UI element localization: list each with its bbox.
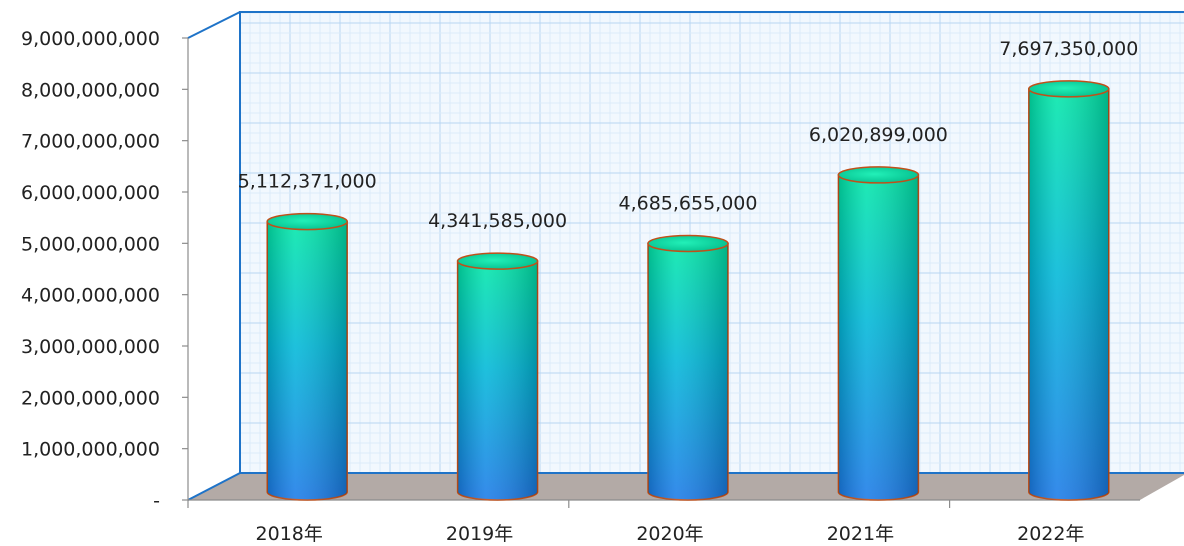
y-tick-label: 7,000,000,000 xyxy=(21,131,160,153)
floor-side-edge xyxy=(187,472,241,501)
bar-shading xyxy=(648,243,728,500)
y-tick-label: - xyxy=(153,490,160,512)
bar-2022年 xyxy=(1028,80,1110,501)
bar-top-cap xyxy=(456,252,539,270)
bar-2020年 xyxy=(647,234,729,501)
bar-top-cap xyxy=(647,234,729,253)
y-tick-label: 5,000,000,000 xyxy=(21,233,160,255)
data-label: 4,685,655,000 xyxy=(618,192,757,214)
data-label: 5,112,371,000 xyxy=(238,171,377,193)
y-tick-label: 9,000,000,000 xyxy=(21,28,160,50)
y-tick-label: 6,000,000,000 xyxy=(21,182,160,204)
y-tick-label: 3,000,000,000 xyxy=(21,336,160,358)
x-tick-label: 2021年 xyxy=(827,523,894,545)
bar-shading xyxy=(1028,88,1109,500)
y-tick-label: 1,000,000,000 xyxy=(21,439,160,461)
bar-top-cap xyxy=(837,166,920,184)
y-tick-label: 4,000,000,000 xyxy=(21,285,160,307)
y-tick-label: 2,000,000,000 xyxy=(21,387,160,409)
x-tick-label: 2018年 xyxy=(256,523,323,545)
bar-2021年 xyxy=(837,166,920,501)
bar-2018年 xyxy=(266,212,348,501)
bar-shading xyxy=(457,261,538,500)
bar-top-cap xyxy=(266,212,348,231)
y-tick-label: 8,000,000,000 xyxy=(21,79,160,101)
x-tick-label: 2019年 xyxy=(446,523,513,545)
bar-2019年 xyxy=(456,252,539,501)
data-label: 6,020,899,000 xyxy=(809,124,948,146)
data-label: 7,697,350,000 xyxy=(999,38,1138,60)
data-label: 4,341,585,000 xyxy=(428,210,567,232)
side-wall-top-edge xyxy=(187,11,241,39)
x-tick-label: 2020年 xyxy=(636,523,703,545)
x-tick-label: 2022年 xyxy=(1017,523,1084,545)
bar-shading xyxy=(267,221,348,501)
bar-top-cap xyxy=(1028,80,1110,98)
bar-shading xyxy=(838,174,919,500)
